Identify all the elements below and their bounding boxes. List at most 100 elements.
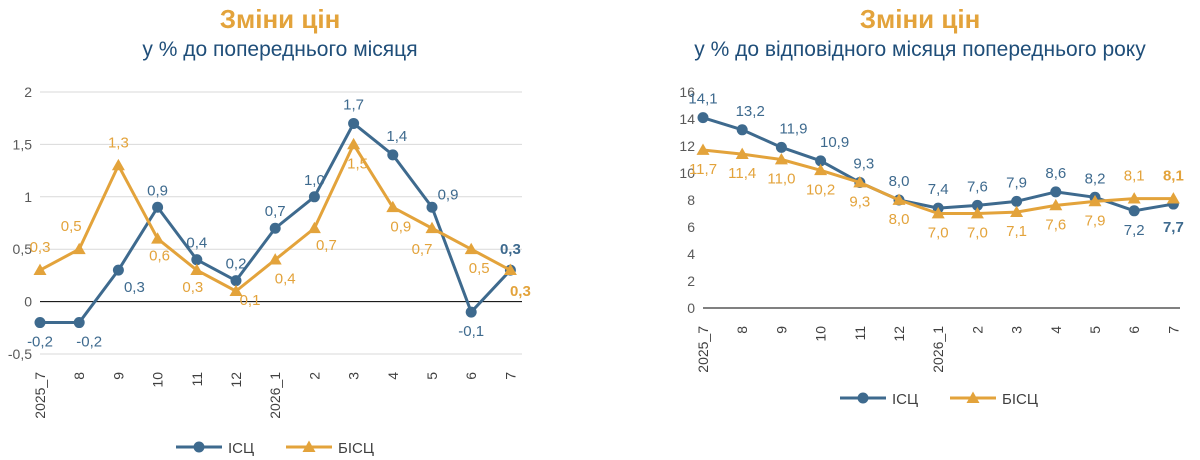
y-tick-label: 1,5 xyxy=(13,136,33,152)
bisc-point xyxy=(774,153,788,165)
data-label: 8,6 xyxy=(1045,165,1066,182)
bisc-point xyxy=(33,263,47,276)
isc-point xyxy=(308,191,320,203)
legend-label: ІСЦ xyxy=(228,440,254,457)
chart-title: Зміни цін xyxy=(859,4,981,34)
x-tick-label: 4 xyxy=(1048,326,1064,334)
bisc-point xyxy=(464,242,478,255)
bisc-point xyxy=(111,158,125,171)
bisc-point xyxy=(1127,192,1141,204)
data-label: 0,2 xyxy=(226,256,247,273)
data-label: 0,3 xyxy=(124,279,145,296)
data-label: 0,4 xyxy=(275,271,296,288)
bisc-point xyxy=(1010,205,1024,218)
x-tick-label: 9 xyxy=(110,372,126,380)
x-tick-label: 10 xyxy=(150,372,166,388)
data-label: 13,2 xyxy=(736,103,765,120)
bisc-point xyxy=(151,232,165,244)
data-label: 9,3 xyxy=(849,193,870,210)
data-label: -0,2 xyxy=(76,334,102,351)
x-tick-label: 11 xyxy=(189,372,205,387)
y-tick-label: 0,5 xyxy=(13,241,33,257)
y-tick-label: 0 xyxy=(24,294,32,310)
data-label: 7,1 xyxy=(1006,223,1027,240)
data-label: 11,0 xyxy=(767,171,795,188)
legend-marker xyxy=(193,441,205,453)
isc-point xyxy=(815,155,827,167)
isc-point xyxy=(1050,186,1062,198)
data-label: 8,1 xyxy=(1163,168,1184,185)
data-label: 7,6 xyxy=(1045,216,1066,233)
data-label: 0,3 xyxy=(500,241,521,258)
data-label: 0,5 xyxy=(469,260,490,277)
data-label: 8,0 xyxy=(889,173,910,190)
x-tick-label: 10 xyxy=(813,326,829,342)
bisc-point xyxy=(735,147,749,159)
data-label: 10,2 xyxy=(806,181,835,198)
y-tick-label: 0 xyxy=(687,300,695,316)
data-label: 0,4 xyxy=(186,235,207,252)
data-label: 7,0 xyxy=(967,225,988,242)
isc-point xyxy=(465,306,477,318)
chart-subtitle: у % до попереднього місяця xyxy=(142,38,418,61)
isc-point xyxy=(387,149,399,161)
x-tick-label: 12 xyxy=(228,372,244,388)
y-tick-label: 6 xyxy=(687,219,695,235)
data-label: 0,7 xyxy=(412,241,433,258)
y-tick-label: 10 xyxy=(679,165,695,181)
legend-marker xyxy=(966,391,980,403)
chart-subtitle: у % до відповідного місяця попереднього … xyxy=(694,38,1146,61)
chart-yearly-svg: 0 2 4 6 8 10 12 14 16 2025_7 8 9 10 11 12 2026_1 2 3 4 5 6 7 1… xyxy=(679,84,1184,408)
bisc-point xyxy=(72,242,86,255)
data-label: 0,3 xyxy=(30,239,51,256)
data-label: -0,1 xyxy=(458,323,484,340)
y-tick-label: 12 xyxy=(679,138,695,154)
bisc-point xyxy=(696,143,710,155)
legend-label: БІСЦ xyxy=(338,440,374,457)
data-label: 0,1 xyxy=(240,292,261,309)
data-label: 7,9 xyxy=(1085,212,1106,229)
data-label: -0,2 xyxy=(27,334,53,351)
bisc-point xyxy=(892,193,906,205)
isc-point xyxy=(230,275,242,287)
data-label: 0,9 xyxy=(438,186,459,203)
data-label: 1,5 xyxy=(347,155,368,172)
bisc-point xyxy=(1088,194,1102,207)
x-tick-label: 12 xyxy=(891,326,907,342)
bisc-point xyxy=(814,163,828,176)
x-tick-label: 6 xyxy=(1126,326,1142,334)
isc-point xyxy=(736,124,748,136)
legend-marker xyxy=(857,392,869,404)
isc-point xyxy=(1011,195,1023,207)
chart-yearly-panel: Зміни цін у % до відповідного місяця поп… xyxy=(640,0,1200,460)
data-label: 0,7 xyxy=(316,237,337,254)
isc-point xyxy=(971,199,983,211)
bisc-point xyxy=(307,221,321,234)
data-label: 7,9 xyxy=(1006,174,1027,191)
data-label: 7,4 xyxy=(928,181,949,198)
x-tick-label: 2 xyxy=(969,326,985,334)
data-label: 10,9 xyxy=(820,134,849,151)
data-label: 0,7 xyxy=(265,203,286,220)
bisc-point xyxy=(190,263,204,276)
data-label: 11,9 xyxy=(779,120,807,137)
isc-point xyxy=(1128,205,1140,217)
chart-monthly-panel: Зміни цін у % до попереднього місяця -0,… xyxy=(0,0,560,460)
legend-label: БІСЦ xyxy=(1002,391,1038,408)
data-label: 0,5 xyxy=(61,218,82,235)
y-tick-label: 14 xyxy=(679,111,695,127)
y-tick-label: 2 xyxy=(687,273,695,289)
bisc-point xyxy=(268,253,282,265)
x-tick-label: 7 xyxy=(1165,326,1181,334)
bisc-point xyxy=(229,284,243,296)
y-tick-label: -0,5 xyxy=(8,346,32,362)
x-tick-label: 11 xyxy=(852,326,868,341)
data-label: 7,2 xyxy=(1124,222,1145,239)
isc-point xyxy=(775,141,787,153)
isc-point xyxy=(348,117,360,129)
legend-label: ІСЦ xyxy=(892,391,918,408)
bisc-point xyxy=(425,221,439,234)
legend-marker xyxy=(302,440,316,452)
data-label: 1,4 xyxy=(386,128,407,145)
x-tick-label: 5 xyxy=(424,372,440,380)
